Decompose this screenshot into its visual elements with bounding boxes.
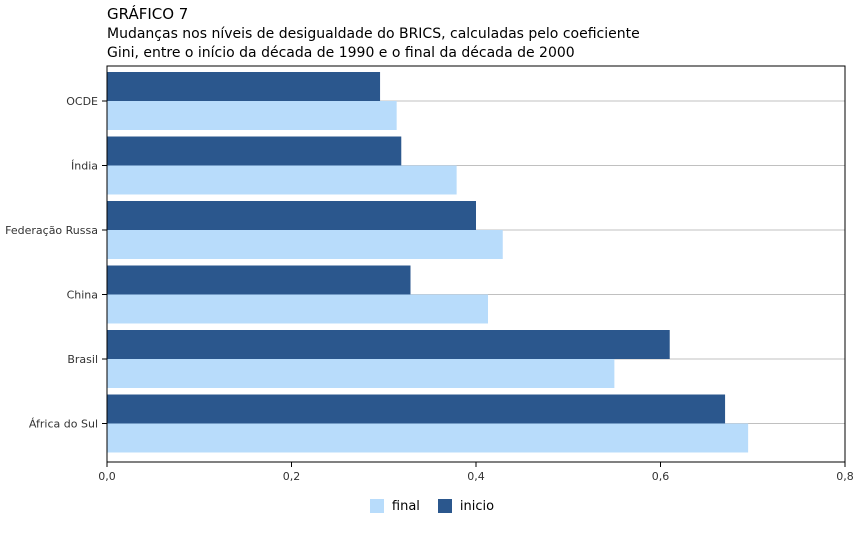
x-tick-label-1: 0,2 <box>283 470 301 483</box>
y-tick-label-ocde: OCDE <box>66 95 98 108</box>
bar-final-africa-do-sul <box>107 423 749 453</box>
bar-final-brasil <box>107 359 615 388</box>
legend-swatch-final <box>369 499 384 513</box>
chart-legend: final inicio <box>0 496 864 516</box>
x-tick-label-3: 0,6 <box>652 470 670 483</box>
chart-title-line-2: Gini, entre o início da década de 1990 e… <box>107 45 575 61</box>
bar-final-china <box>107 294 488 324</box>
legend-item-final: final <box>369 498 420 514</box>
bar-inicio-brasil <box>107 330 670 359</box>
legend-item-inicio: inicio <box>437 498 495 514</box>
x-tick-label-2: 0,4 <box>467 470 485 483</box>
bar-inicio-africa-do-sul <box>107 394 726 424</box>
chart-title-line-1: Mudanças nos níveis de desigualdade do B… <box>107 26 640 42</box>
chart-kicker: GRÁFICO 7 <box>107 5 189 23</box>
bar-final-india <box>107 165 457 195</box>
legend-swatch-inicio <box>437 499 452 513</box>
bar-inicio-india <box>107 136 402 166</box>
bar-inicio-ocde <box>107 72 381 101</box>
y-tick-label-india: Índia <box>71 160 98 173</box>
y-tick-label-china: China <box>67 289 98 302</box>
bar-final-federacao-russa <box>107 230 503 259</box>
bar-final-ocde <box>107 101 397 130</box>
bar-inicio-federacao-russa <box>107 201 476 230</box>
legend-label-final: final <box>391 498 420 514</box>
y-tick-label-federacao-russa: Federação Russa <box>5 224 98 237</box>
legend-label-inicio: inicio <box>459 498 495 514</box>
chart-header: GRÁFICO 7 Mudanças nos níveis de desigua… <box>107 4 847 62</box>
bar-inicio-china <box>107 265 411 295</box>
x-tick-label-4: 0,8 <box>836 470 854 483</box>
x-tick-label-0: 0,0 <box>98 470 116 483</box>
y-tick-label-africa-do-sul: África do Sul <box>29 418 98 431</box>
y-tick-label-brasil: Brasil <box>67 353 98 366</box>
